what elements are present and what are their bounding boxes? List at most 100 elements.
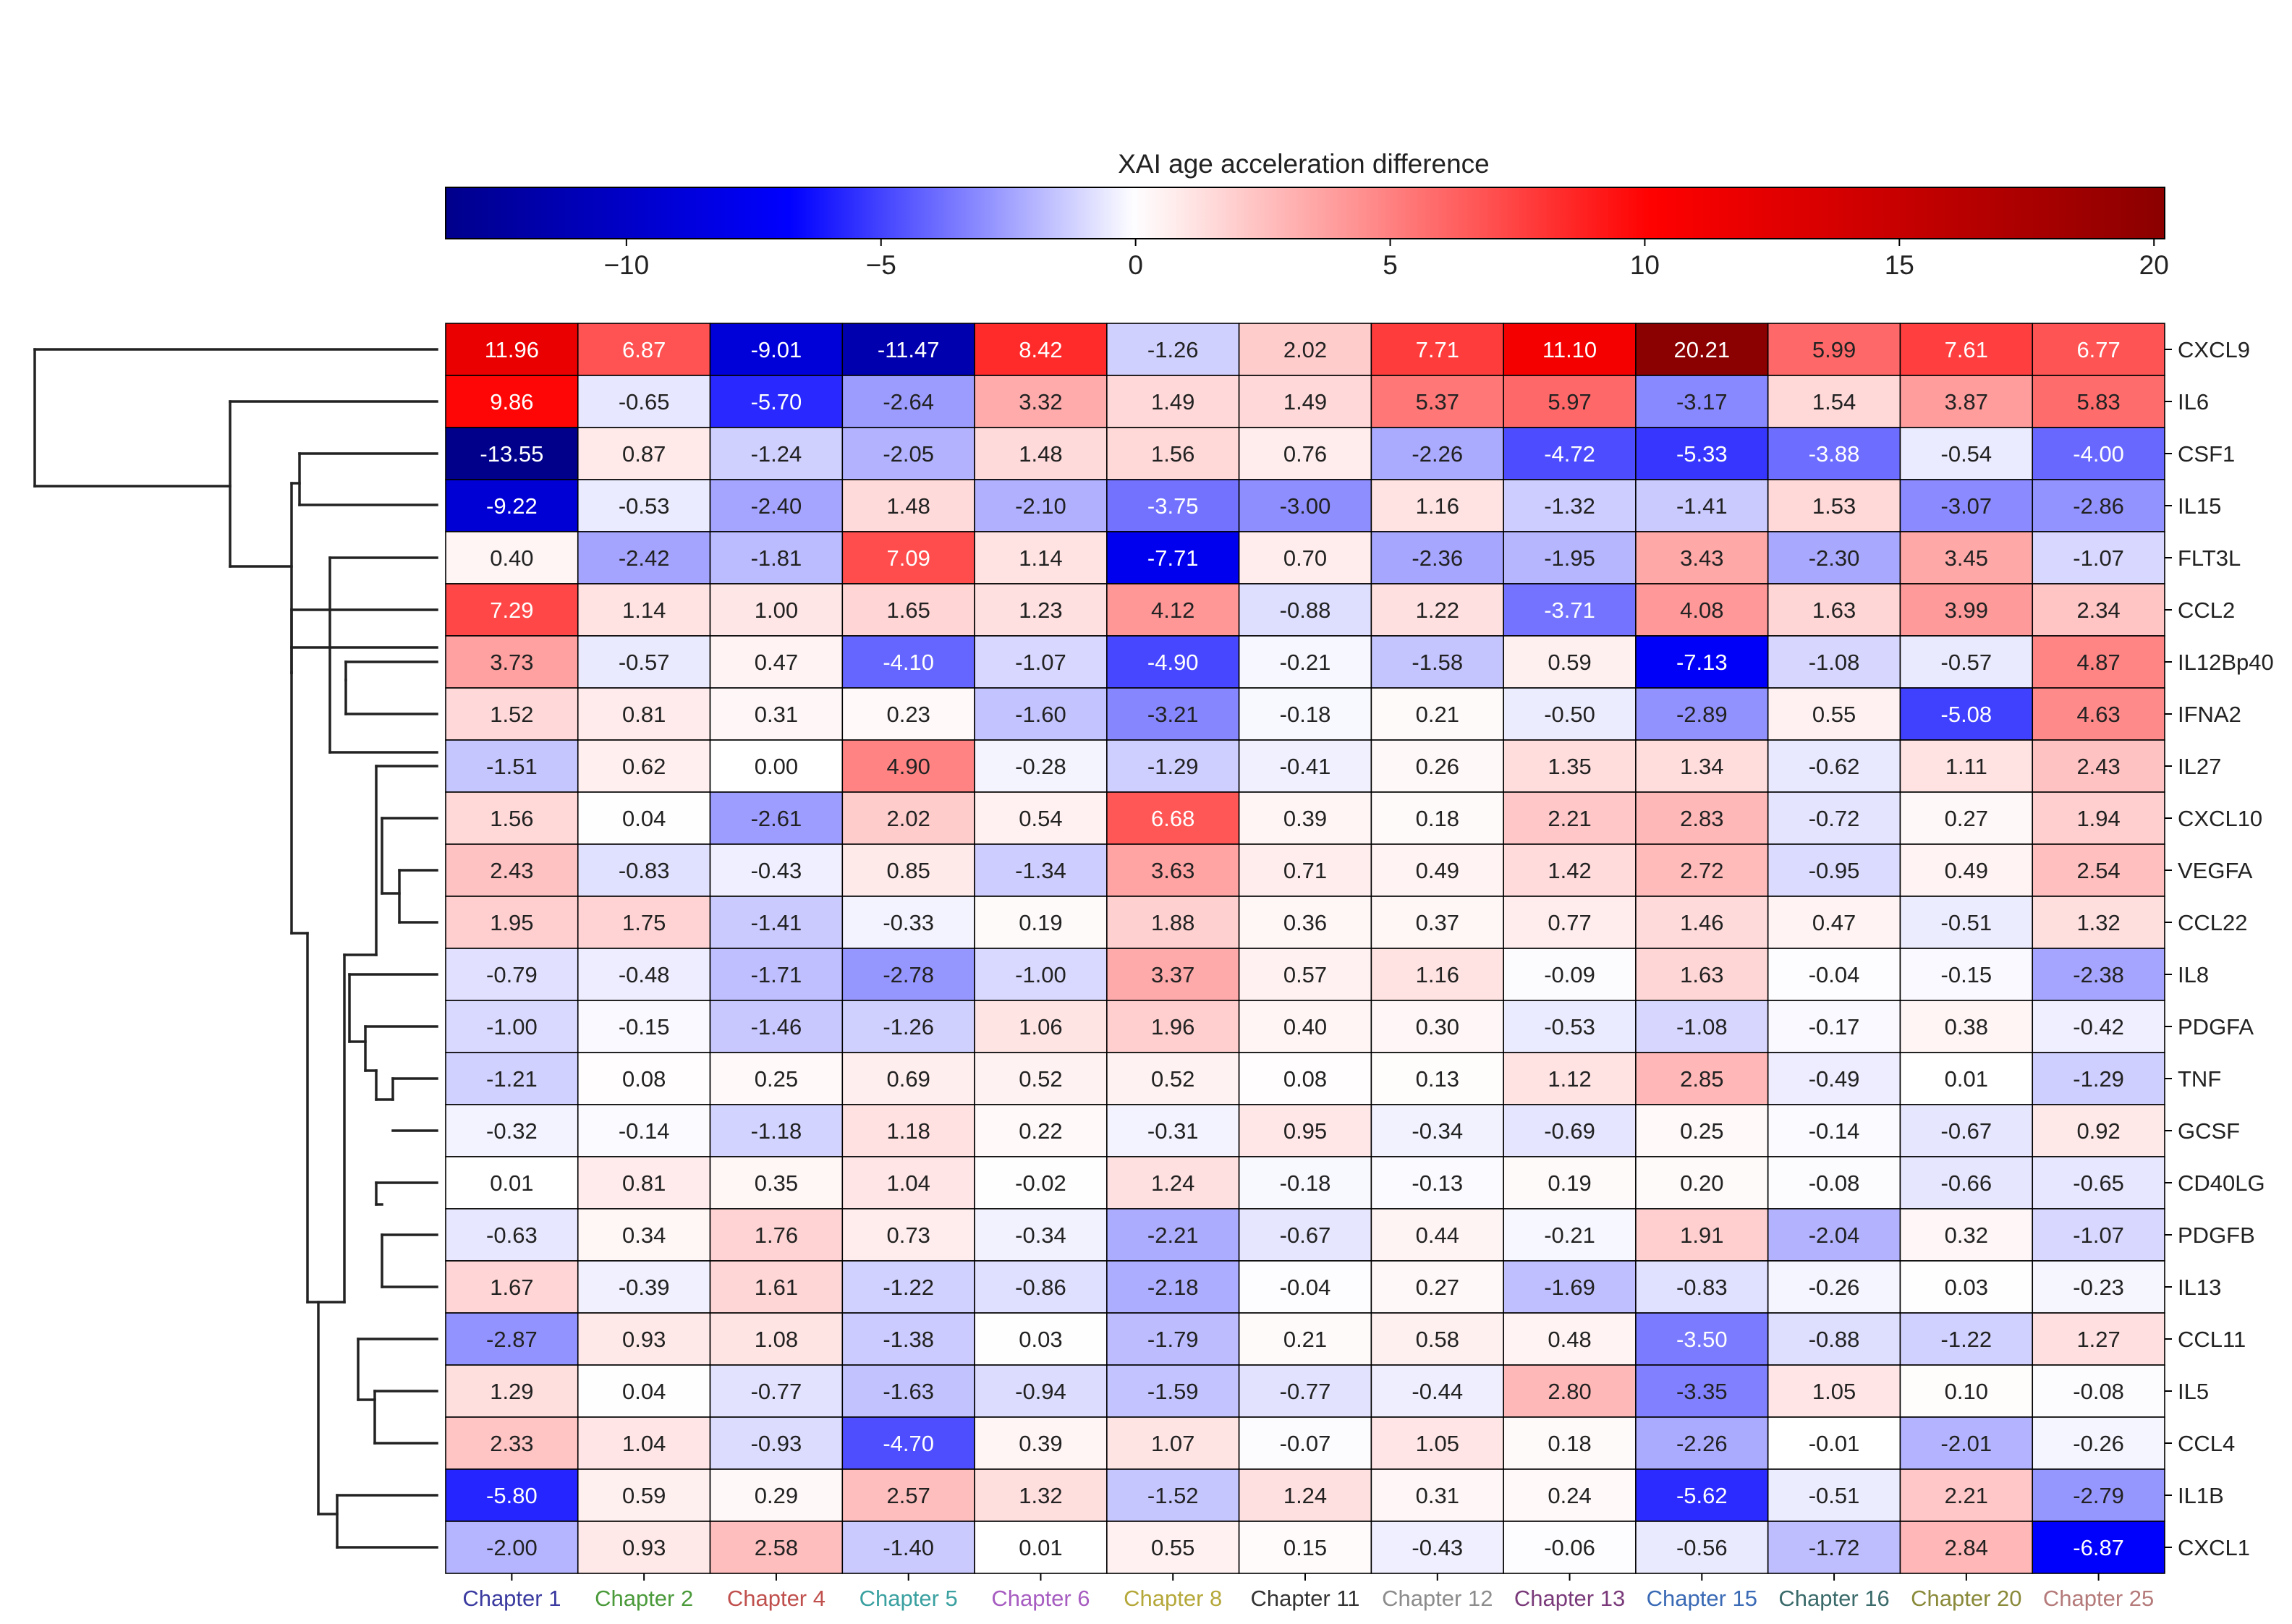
heatmap-cell (1238, 323, 1372, 376)
heatmap-cell (1767, 687, 1901, 741)
heatmap-cell (1503, 1104, 1637, 1157)
cell-value-label: -0.88 (1280, 598, 1331, 623)
heatmap-cell (1106, 635, 1240, 689)
cell-value-label: 1.49 (1151, 389, 1194, 414)
heatmap-cell (1899, 1416, 2034, 1470)
heatmap-cell (974, 427, 1108, 480)
heatmap-cell (709, 583, 844, 637)
cell-value-label: 2.34 (2076, 598, 2120, 623)
cell-value-label: -2.36 (1412, 545, 1463, 571)
heatmap-cell (1503, 1260, 1637, 1314)
cell-value-label: 2.84 (1945, 1535, 1988, 1560)
heatmap-cell (577, 948, 711, 1001)
column-labels: Chapter 1 Chapter 2 Chapter 4 Chapter 5 Chap… (462, 1573, 2154, 1611)
heatmap-cell (445, 635, 579, 689)
column-label: Chapter 1 (462, 1586, 561, 1611)
cell-value-label: 2.80 (1548, 1379, 1591, 1404)
heatmap-cell (974, 1052, 1108, 1105)
cell-value-label: 0.01 (1019, 1535, 1062, 1560)
cell-value-label: -0.79 (486, 962, 538, 987)
heatmap-cell (2032, 1312, 2165, 1366)
cell-value-label: 2.43 (2076, 754, 2120, 779)
cell-value-label: -2.86 (2073, 493, 2124, 519)
colorbar-tick-label: 0 (1128, 250, 1143, 280)
cell-value-label: 1.23 (1019, 598, 1062, 623)
column-label: Chapter 4 (727, 1586, 825, 1611)
heatmap-cell (2032, 1260, 2165, 1314)
cell-value-label: 5.97 (1548, 389, 1591, 414)
cell-value-label: -0.67 (1280, 1223, 1331, 1248)
heatmap-cell (1370, 583, 1504, 637)
heatmap-cell (1370, 739, 1504, 793)
heatmap-cell (445, 791, 579, 845)
heatmap-cell (1635, 1364, 1769, 1418)
cell-value-label: 1.06 (1019, 1014, 1062, 1040)
cell-value-label: -2.26 (1676, 1431, 1728, 1456)
column-label: Chapter 13 (1514, 1586, 1625, 1611)
cell-value-label: 0.81 (622, 1170, 666, 1196)
cell-value-label: -1.34 (1015, 858, 1066, 883)
cell-value-label: -2.26 (1412, 441, 1463, 467)
heatmap-cell (1899, 1156, 2034, 1210)
cell-value-label: -0.31 (1147, 1118, 1199, 1144)
cell-value-label: -7.13 (1676, 650, 1728, 675)
heatmap-cell (577, 1416, 711, 1470)
heatmap-cell (445, 1521, 579, 1574)
cell-value-label: 4.12 (1151, 598, 1194, 623)
cell-value-label: 0.18 (1548, 1431, 1591, 1456)
cell-value-label: 0.15 (1283, 1535, 1327, 1560)
cell-value-label: 0.93 (622, 1535, 666, 1560)
cell-value-label: 0.04 (622, 806, 666, 831)
heatmap-cell (1767, 323, 1901, 376)
heatmap-cell (1899, 635, 2034, 689)
heatmap-cell (974, 635, 1108, 689)
cell-value-label: -1.22 (1941, 1327, 1992, 1352)
cell-value-label: -4.70 (883, 1431, 934, 1456)
heatmap-cell (1503, 531, 1637, 584)
cell-value-label: -2.21 (1147, 1223, 1199, 1248)
heatmap-cell (445, 375, 579, 428)
cell-value-label: 0.73 (887, 1223, 930, 1248)
cell-value-label: 0.19 (1548, 1170, 1591, 1196)
cell-value-label: 0.95 (1283, 1118, 1327, 1144)
cell-value-label: -3.88 (1809, 441, 1860, 467)
heatmap-cell (1370, 1208, 1504, 1262)
heatmap-cell (445, 1468, 579, 1522)
column-label: Chapter 2 (595, 1586, 693, 1611)
cell-value-label: -1.07 (1015, 650, 1066, 675)
heatmap-cell (1635, 427, 1769, 480)
heatmap-cell (577, 739, 711, 793)
cell-value-label: -0.21 (1280, 650, 1331, 675)
heatmap-cell (1899, 1364, 2034, 1418)
heatmap-cell (1635, 791, 1769, 845)
heatmap-cell (577, 479, 711, 532)
cell-value-label: 7.61 (1945, 337, 1988, 362)
heatmap-cell (1767, 896, 1901, 949)
cell-value-label: -1.71 (751, 962, 802, 987)
cell-value-label: -0.26 (2073, 1431, 2124, 1456)
row-label: IL6 (2178, 389, 2209, 414)
cell-value-label: -1.40 (883, 1535, 934, 1560)
row-label: VEGFA (2178, 858, 2253, 883)
cell-value-label: -5.33 (1676, 441, 1728, 467)
cell-value-label: 0.27 (1945, 806, 1988, 831)
heatmap-cell (709, 1312, 844, 1366)
heatmap-cell (577, 1104, 711, 1157)
cell-value-label: 0.01 (490, 1170, 533, 1196)
cell-value-label: -1.00 (1015, 962, 1066, 987)
heatmap-cell (1238, 1156, 1372, 1210)
column-label: Chapter 12 (1382, 1586, 1493, 1611)
row-dendrogram (33, 348, 438, 1549)
column-label: Chapter 6 (991, 1586, 1090, 1611)
cell-value-label: 1.05 (1416, 1431, 1459, 1456)
cell-value-label: -0.63 (486, 1223, 538, 1248)
cell-value-label: 0.55 (1151, 1535, 1194, 1560)
cell-value-label: 0.47 (1812, 910, 1856, 935)
cell-value-label: -1.08 (1676, 1014, 1728, 1040)
cell-value-label: 1.22 (1416, 598, 1459, 623)
heatmap-cell (1238, 1312, 1372, 1366)
column-label: Chapter 11 (1250, 1586, 1359, 1611)
heatmap-cell (1106, 583, 1240, 637)
cell-value-label: 0.20 (1680, 1170, 1723, 1196)
heatmap-cell (974, 791, 1108, 845)
